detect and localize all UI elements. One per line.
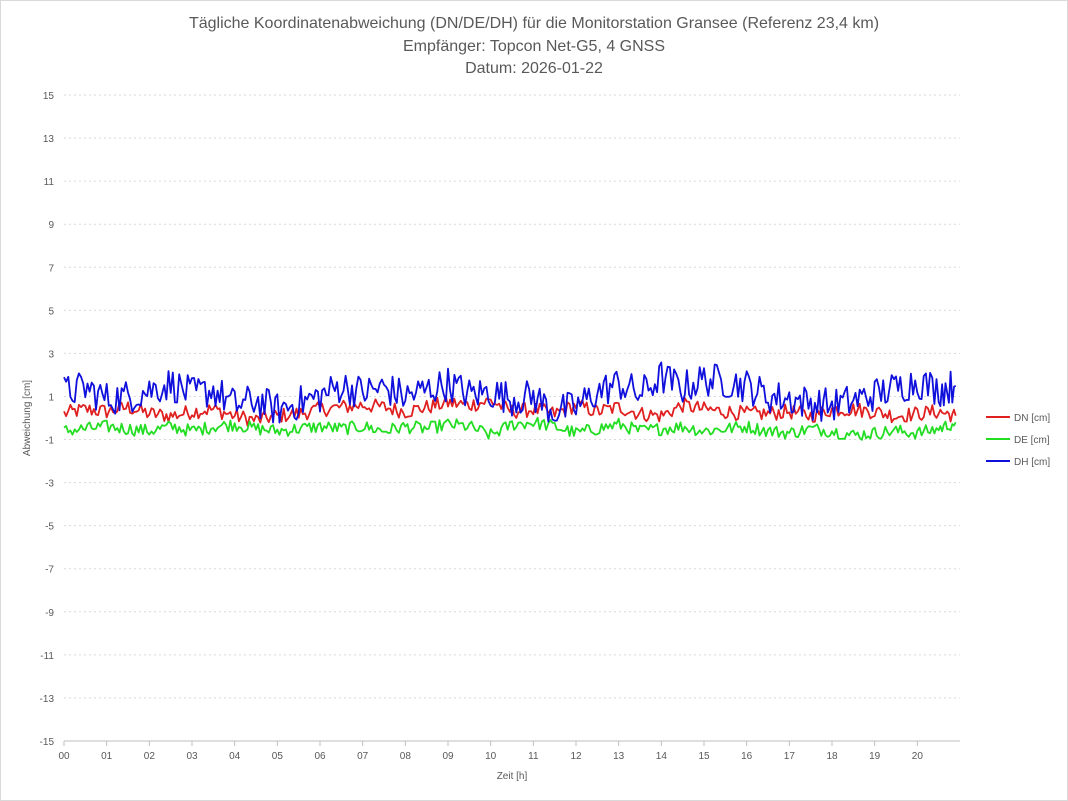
chart-subtitle: Empfänger: Topcon Net-G5, 4 GNSS <box>403 38 665 55</box>
x-tick-label: 03 <box>186 751 198 762</box>
series-line-de <box>63 416 957 441</box>
x-tick-label: 00 <box>58 751 70 762</box>
series-line-dh <box>63 361 957 424</box>
y-tick-label: -3 <box>45 479 54 490</box>
y-tick-label: 1 <box>48 392 54 403</box>
legend: DN [cm] DE [cm] DH [cm] <box>986 413 1050 468</box>
chart-date: Datum: 2026-01-22 <box>465 60 603 77</box>
x-tick-label: 20 <box>912 751 924 762</box>
x-tick-label: 14 <box>656 751 668 762</box>
x-axis-ticks: 00 01 02 03 04 05 06 07 08 09 10 11 12 13 14 15 16 17 18 19… <box>58 741 923 762</box>
y-tick-label: -13 <box>40 694 55 705</box>
x-tick-label: 11 <box>528 751 539 762</box>
legend-label: DH [cm] <box>1014 457 1050 468</box>
x-axis-label: Zeit [h] <box>497 771 528 782</box>
y-tick-label: 13 <box>43 134 55 145</box>
y-tick-label: 11 <box>44 177 55 188</box>
y-axis-ticks: 15 13 11 9 7 5 3 1 -1 -3 -5 -7 -9 -11 -13 -15 <box>40 91 55 748</box>
y-axis-label: Abweichung [cm] <box>22 380 33 456</box>
y-tick-label: -1 <box>45 436 54 447</box>
y-tick-label: -5 <box>45 522 54 533</box>
y-tick-label: 7 <box>48 263 54 274</box>
y-tick-label: -11 <box>40 651 54 662</box>
series-lines <box>63 361 957 441</box>
x-tick-label: 10 <box>485 751 497 762</box>
x-tick-label: 09 <box>442 751 454 762</box>
x-tick-label: 12 <box>570 751 582 762</box>
legend-label: DE [cm] <box>1014 435 1050 446</box>
x-tick-label: 02 <box>144 751 156 762</box>
x-tick-label: 15 <box>698 751 710 762</box>
y-tick-label: 15 <box>43 91 55 102</box>
y-tick-label: -9 <box>45 608 54 619</box>
x-tick-label: 17 <box>784 751 796 762</box>
x-tick-label: 05 <box>272 751 284 762</box>
x-tick-label: 04 <box>229 751 241 762</box>
y-tick-label: 9 <box>48 220 54 231</box>
x-tick-label: 07 <box>357 751 369 762</box>
legend-label: DN [cm] <box>1014 413 1050 424</box>
grid-lines <box>64 94 960 742</box>
x-tick-label: 19 <box>869 751 881 762</box>
x-tick-label: 06 <box>314 751 326 762</box>
x-tick-label: 08 <box>400 751 412 762</box>
x-tick-label: 01 <box>101 751 113 762</box>
y-tick-label: 5 <box>48 306 54 317</box>
y-tick-label: 3 <box>48 349 54 360</box>
y-tick-label: -15 <box>40 737 55 748</box>
chart-title: Tägliche Koordinatenabweichung (DN/DE/DH… <box>189 15 879 32</box>
y-tick-label: -7 <box>45 565 54 576</box>
series-line-dn <box>63 395 957 427</box>
x-tick-label: 18 <box>826 751 838 762</box>
x-tick-label: 16 <box>741 751 753 762</box>
x-tick-label: 13 <box>613 751 625 762</box>
